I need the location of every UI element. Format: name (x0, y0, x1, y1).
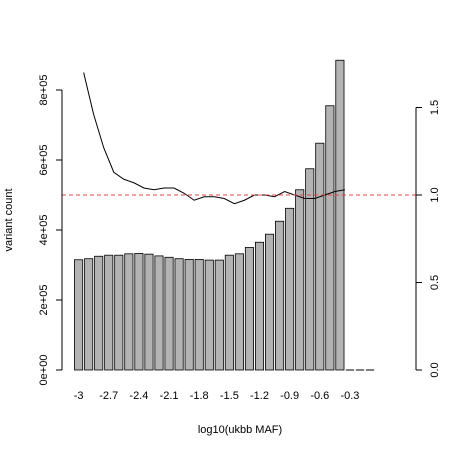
left-tick-label: 4e+05 (38, 215, 50, 246)
bar (325, 105, 335, 371)
x-axis-labels: -3 -2.7 -2.4 -2.1 -1.8 -1.5 -1.2 -0.9 -0.6 -0.3 (74, 390, 360, 402)
bar (164, 256, 174, 371)
right-tick-label: 1.0 (429, 187, 441, 202)
x-tick-label: -1.2 (250, 390, 269, 402)
bar (144, 253, 154, 371)
bar (84, 258, 94, 371)
left-tick-label: 2e+05 (38, 285, 50, 316)
bar (285, 207, 295, 371)
bar (184, 258, 194, 371)
x-tick-label: -0.3 (340, 390, 359, 402)
right-tick-label: 0.5 (429, 275, 441, 290)
bar (134, 253, 144, 371)
x-tick-label: -2.1 (160, 390, 179, 402)
x-tick-label: -0.9 (280, 390, 299, 402)
bar (224, 254, 234, 371)
x-tick-label: -1.8 (190, 390, 209, 402)
bar (254, 241, 265, 371)
x-tick-label: -3 (74, 390, 84, 402)
bar (154, 255, 164, 371)
right-tick-label: 1.5 (429, 100, 441, 115)
bar (74, 259, 84, 371)
ratio-line (83, 72, 346, 205)
y-axis-title: variant count (3, 189, 15, 252)
bar (305, 168, 315, 371)
right-axis: 0.0 0.5 1.0 1.5 (415, 100, 441, 378)
bar (174, 258, 184, 371)
x-axis-title: log10(ukbb MAF) (198, 424, 282, 436)
x-tick-label: -0.6 (310, 390, 329, 402)
bar (204, 259, 214, 371)
bar (124, 253, 134, 371)
left-tick-label: 0e+00 (38, 355, 50, 386)
left-tick-label: 6e+05 (38, 145, 50, 176)
left-tick-label: 8e+05 (38, 75, 50, 106)
bar (194, 258, 204, 371)
bar (335, 59, 345, 371)
x-tick-label: -1.5 (220, 390, 239, 402)
bar (94, 255, 104, 371)
bar (114, 254, 124, 371)
bar (275, 220, 285, 371)
x-tick-label: -2.4 (129, 390, 148, 402)
bar (265, 233, 275, 371)
ratio-line-group (83, 72, 346, 205)
bars-group (74, 59, 375, 371)
left-axis: 0e+00 2e+05 4e+05 6e+05 8e+05 (38, 75, 63, 386)
right-tick-label: 0.0 (429, 362, 441, 377)
bar (234, 253, 244, 371)
bar (315, 142, 325, 371)
bar (244, 247, 254, 371)
x-tick-label: -2.7 (99, 390, 118, 402)
bar (295, 189, 305, 371)
bar (214, 259, 224, 371)
bar (104, 254, 114, 371)
